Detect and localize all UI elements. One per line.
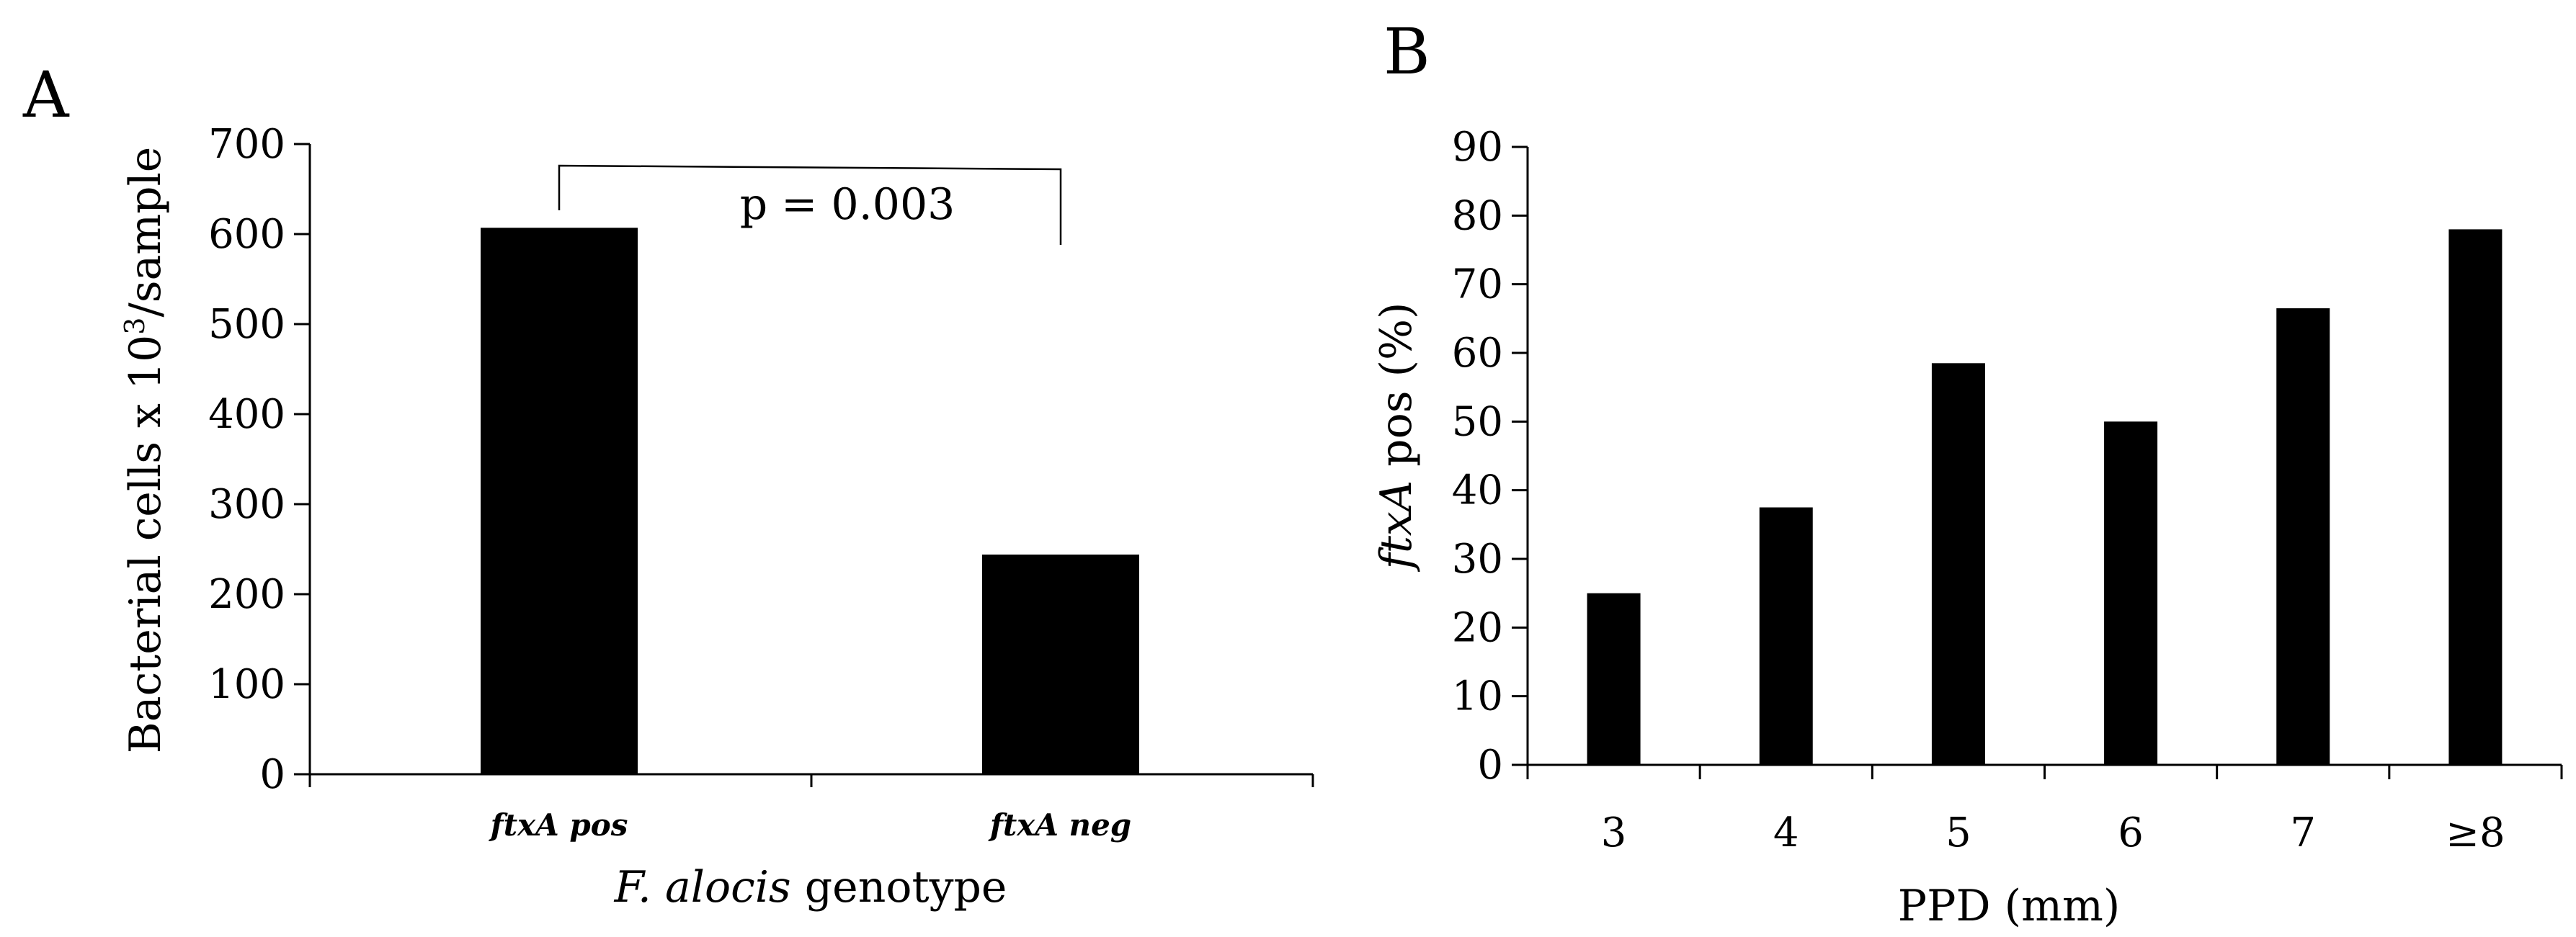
- panel-b-y-tick-label: 0: [1477, 742, 1503, 789]
- panel-b-y-tick-label: 20: [1452, 604, 1503, 651]
- panel-a-y-tick-label: 600: [208, 211, 285, 258]
- panel-b-y-tick-label: 70: [1452, 261, 1503, 308]
- panel-a-x-label-italic: F. alocis: [614, 862, 791, 913]
- panel-a-letter: A: [22, 58, 70, 132]
- panel-a-y-tick-label: 300: [208, 481, 285, 528]
- panel-b-bar: [1931, 363, 1985, 765]
- significance-bracket: [558, 164, 1062, 245]
- panel-b-y-tick-label: 60: [1452, 330, 1503, 377]
- panel-b-letter: B: [1383, 14, 1430, 89]
- panel-a-bar: [982, 555, 1139, 774]
- panel-a-y-label-pre: Bacterial cells x 10: [120, 335, 171, 754]
- panel-a-y-tick-label: 700: [208, 121, 285, 168]
- panel-b-y-tick-label: 30: [1452, 536, 1503, 583]
- panel-a-x-label-rest: genotype: [791, 862, 1007, 913]
- panel-b-y-label: ftxA pos (%): [1371, 302, 1422, 573]
- panel-a-x-label: F. alocis genotype: [614, 862, 1007, 913]
- panel-b-bar: [2276, 308, 2330, 765]
- significance-bracket-line: [558, 164, 1062, 245]
- panel-a-bar: [481, 228, 638, 774]
- panel-b-y-label-rest: pos (%): [1371, 302, 1422, 480]
- panel-a: A 0 100 200 300 400 500 600 700 ftxA pos ftxA ne…: [22, 58, 1314, 913]
- panel-a-x-category-label: ftxA pos: [489, 807, 628, 843]
- panel-b-x-category-label: 5: [1946, 810, 1971, 856]
- panel-b-y-ticks: 0 10 20 30 40 50 60 70 80 90: [1452, 124, 1503, 789]
- panel-b-bar: [2448, 229, 2503, 765]
- panel-a-y-label: Bacterial cells x 103/sample: [119, 147, 171, 754]
- panel-b-y-label-italic: ftxA: [1371, 480, 1422, 573]
- panel-a-y-tick-label: 0: [259, 751, 285, 798]
- panel-b-bar: [1759, 507, 1813, 765]
- p-value-annotation: p = 0.003: [740, 179, 955, 230]
- panel-a-y-tick-label: 500: [208, 301, 285, 348]
- panel-a-y-label-sup: 3: [119, 317, 151, 334]
- panel-b-y-tick-label: 10: [1452, 673, 1503, 720]
- panel-b-y-tick-label: 90: [1452, 124, 1503, 171]
- panel-a-y-label-post: /sample: [120, 147, 171, 318]
- panel-b-bars: [1587, 229, 2503, 765]
- panel-a-x-categories: ftxA pos ftxA neg: [489, 807, 1132, 843]
- panel-b-x-category-label: 6: [2118, 810, 2144, 856]
- panel-b-bar: [2104, 421, 2158, 765]
- panel-b-axes: [1512, 145, 2563, 779]
- panel-b: B 0 10 20 30 40 50 60 70 80 90 3 4 5 6 7 ≥8 ftxA pos (…: [1371, 14, 2563, 931]
- panel-a-y-tick-label: 200: [208, 571, 285, 618]
- panel-b-x-label: PPD (mm): [1898, 881, 2121, 931]
- panel-a-y-tick-label: 400: [208, 391, 285, 438]
- panel-b-x-category-label: 7: [2290, 810, 2316, 856]
- panel-b-bar: [1587, 593, 1641, 765]
- panel-a-y-ticks: 0 100 200 300 400 500 600 700: [208, 121, 285, 798]
- panel-b-x-category-label: 4: [1773, 810, 1799, 856]
- panel-b-y-tick-label: 50: [1452, 398, 1503, 445]
- panel-a-axes: [294, 143, 1314, 787]
- panel-a-x-category-label: ftxA neg: [988, 807, 1131, 843]
- panel-a-y-tick-label: 100: [208, 661, 285, 708]
- panel-b-x-category-label: 3: [1601, 810, 1627, 856]
- panel-b-y-tick-label: 40: [1452, 467, 1503, 514]
- panel-a-bars: [481, 228, 1139, 774]
- panel-b-y-tick-label: 80: [1452, 192, 1503, 239]
- panel-b-x-categories: 3 4 5 6 7 ≥8: [1601, 810, 2505, 856]
- panel-b-x-category-label: ≥8: [2446, 810, 2505, 856]
